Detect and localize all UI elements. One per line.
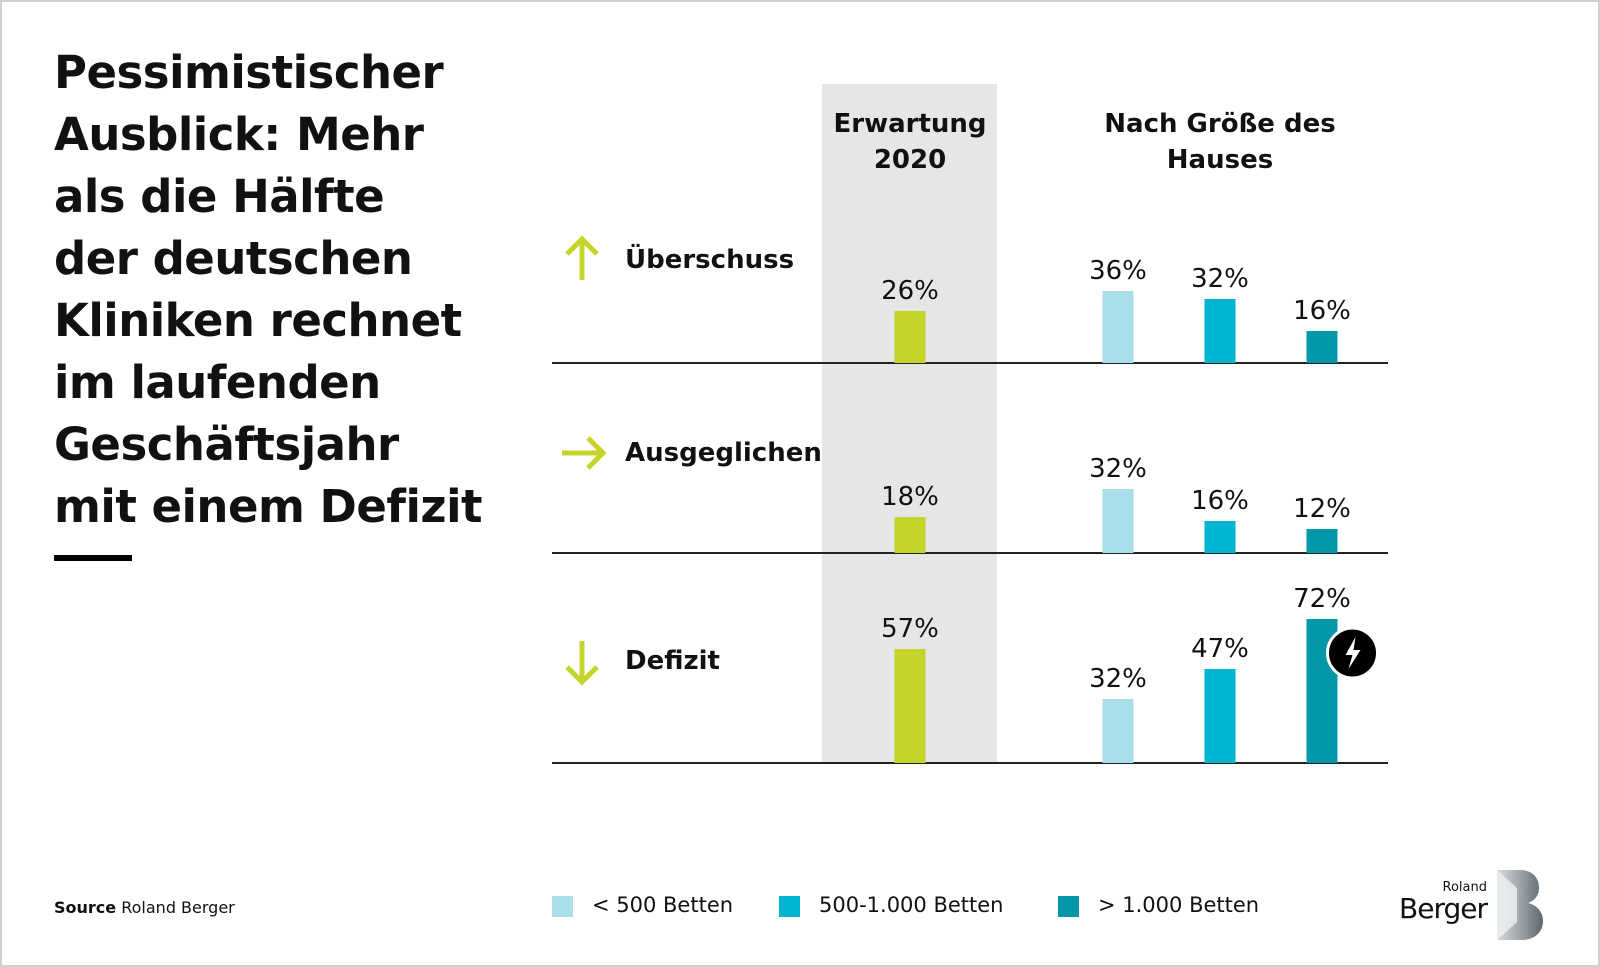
data-label: 12% <box>1293 494 1351 524</box>
data-label: 18% <box>881 482 939 512</box>
category-label: Ausgeglichen <box>625 438 822 468</box>
category-label: Defizit <box>625 646 720 676</box>
bar <box>894 517 926 553</box>
legend-label: > 1.000 Betten <box>1098 893 1260 917</box>
logo-small-text: Roland <box>1442 880 1487 895</box>
bar <box>1102 699 1134 763</box>
source-note: Source Roland Berger <box>54 898 235 917</box>
roland-berger-logo: Roland Berger <box>1395 866 1545 946</box>
data-label: 32% <box>1089 664 1147 694</box>
headline-line: im laufenden <box>54 356 381 409</box>
data-label: 32% <box>1089 454 1147 484</box>
column-header: Nach Größe des Hauses <box>1104 109 1335 175</box>
bar <box>1102 489 1134 553</box>
data-label: 47% <box>1191 634 1249 664</box>
legend-swatch <box>779 896 800 917</box>
data-label: 16% <box>1191 486 1249 516</box>
data-label: 36% <box>1089 256 1147 286</box>
headline-line: Kliniken rechnet <box>54 294 462 347</box>
headline-line: Geschäftsjahr <box>54 418 399 471</box>
headline-line: der deutschen <box>54 232 413 285</box>
headline: Pessimistischer Ausblick: Mehr als die H… <box>54 42 494 538</box>
bar <box>1306 331 1338 363</box>
bar <box>1306 529 1338 553</box>
bar <box>894 311 926 363</box>
bar <box>1204 669 1236 763</box>
category-label: Überschuss <box>625 242 794 275</box>
arrow-up-icon <box>565 235 599 280</box>
bar <box>1204 521 1236 553</box>
column-header: Erwartung 2020 <box>833 109 986 175</box>
bar <box>1102 291 1134 363</box>
data-label: 57% <box>881 614 939 644</box>
data-label: 16% <box>1293 296 1351 326</box>
legend-label: < 500 Betten <box>592 893 734 917</box>
bar <box>1204 299 1236 363</box>
data-label: 26% <box>881 276 939 306</box>
data-label: 72% <box>1293 584 1351 614</box>
logo-large-text: Berger <box>1399 892 1488 925</box>
headline-line: Pessimistischer <box>54 46 444 99</box>
legend-swatch <box>1058 896 1079 917</box>
legend-swatch <box>552 896 573 917</box>
lightning-icon <box>1326 626 1379 680</box>
bar <box>894 649 926 763</box>
arrow-right-icon <box>562 436 607 470</box>
roland-berger-b-logo-icon <box>1497 870 1543 940</box>
source-label: Source <box>54 898 117 917</box>
data-label: 32% <box>1191 264 1249 294</box>
arrow-down-icon <box>565 641 599 686</box>
legend-label: 500-1.000 Betten <box>819 893 1004 917</box>
headline-underline <box>54 555 132 561</box>
source-text: Roland Berger <box>121 898 235 917</box>
headline-line: als die Hälfte <box>54 170 385 223</box>
headline-line: Ausblick: Mehr <box>54 108 424 161</box>
headline-line: mit einem Defizit <box>54 480 483 533</box>
